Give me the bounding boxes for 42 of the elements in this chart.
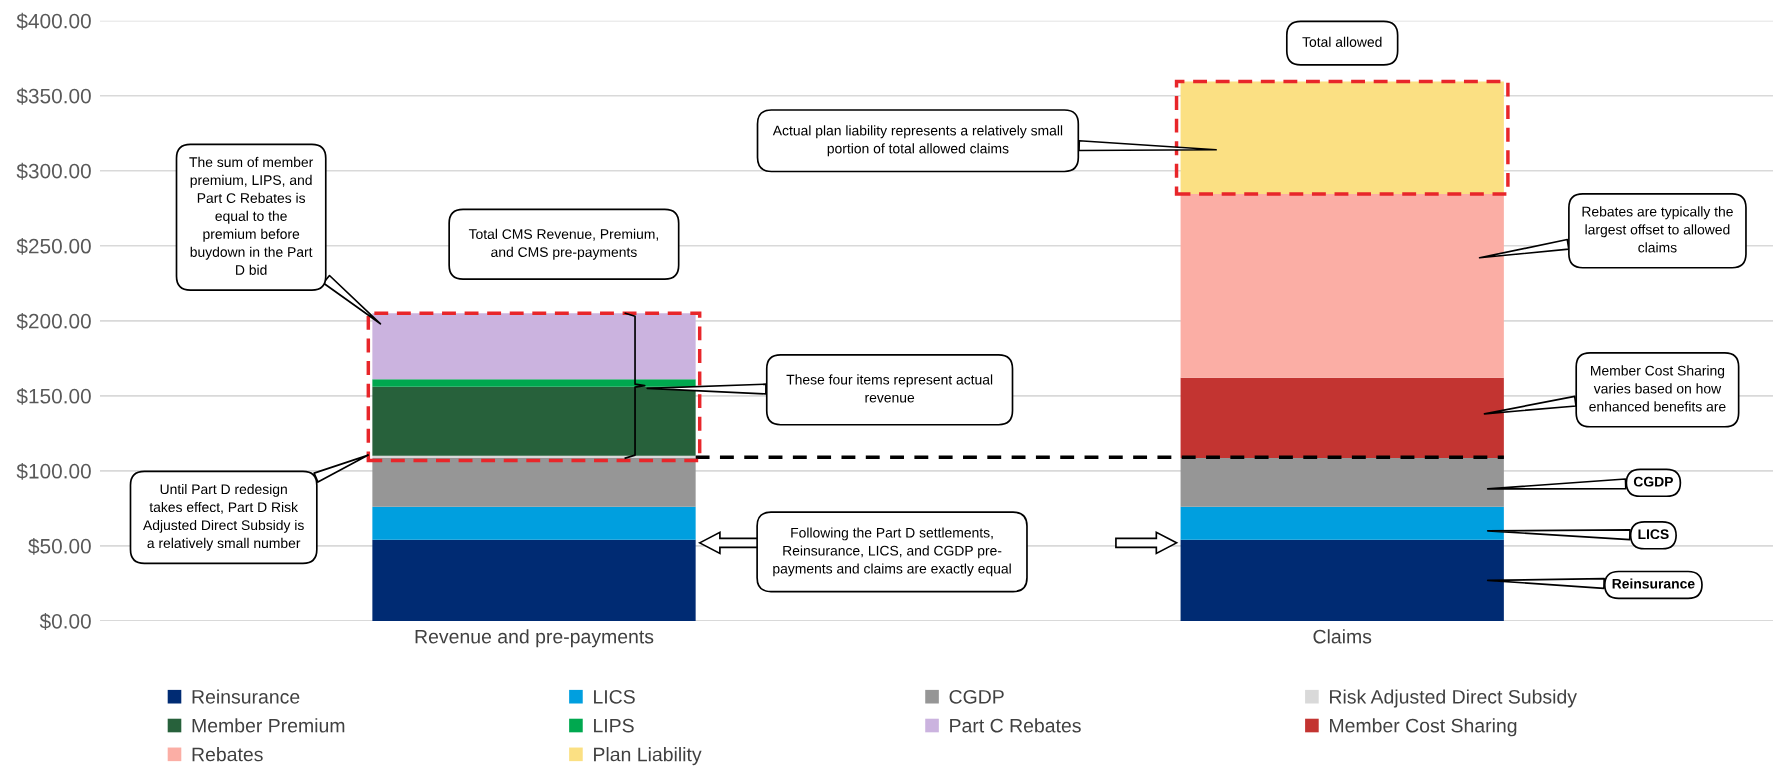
legend-label: Rebates [192,747,263,762]
annotation: The sum of member premium, LIPS, and Part C Rebates is equal to the premium before buydown in the Part D bid [189,156,314,275]
y-tick-label: $250.00 [16,237,91,255]
legend-label: LIPS [594,718,634,733]
annotation: Member Cost Sharing varies based on how enhanced benefits are [1589,365,1726,412]
annotation: CGDP [1633,476,1673,487]
bar [372,386,696,456]
legend-label: Risk Adjusted Direct Subsidy [1330,689,1577,708]
annotation: Reinsurance [1612,578,1695,589]
y-tick-label: $150.00 [16,387,91,405]
bar [372,313,696,380]
y-tick-label: $0.00 [39,613,91,630]
annotation: Until Part D redesign takes effect, Part D Risk Adjusted Direct Subsidy is a relatively small number [143,483,304,551]
legend-label: Plan Liability [594,747,702,766]
x-tick-label: Revenue and pre-payments [415,629,654,648]
annotation: These four items represent actual revenue [786,374,993,403]
bar [372,506,696,540]
annotation: Total CMS Revenue, Premium, and CMS pre-payments [468,228,658,260]
x-tick-label: Claims [1313,629,1372,644]
bar [1180,377,1504,459]
bar [1180,194,1504,378]
annotation: Rebates are typically the largest offset to allowed claims [1582,206,1733,253]
bar [372,539,696,621]
y-tick-label: $100.00 [16,462,91,480]
legend-label: Part C Rebates [950,718,1081,733]
legend-label: Reinsurance [192,689,300,704]
annotation: Following the Part D settlements, Reinsurance, LICS, and CGDP pre- payments and claims are exactly equal [773,527,1011,577]
annotation: Actual plan liability represents a relatively small portion of total allowed claims [772,125,1063,157]
annotation: LICS [1638,529,1669,540]
y-tick-label: $50.00 [28,538,91,555]
y-tick-label: $350.00 [16,87,91,105]
legend-label: Member Cost Sharing [1330,718,1517,737]
annotation: Total allowed [1302,36,1382,47]
y-tick-label: $400.00 [16,12,91,30]
bar [1180,458,1504,507]
y-tick-label: $200.00 [16,312,91,330]
legend-label: LICS [594,689,635,704]
legend-label: Member Premium [192,718,345,733]
legend-label: CGDP [949,689,1004,704]
bar [1180,539,1504,621]
y-tick-label: $300.00 [16,162,91,180]
bar [1180,506,1504,540]
